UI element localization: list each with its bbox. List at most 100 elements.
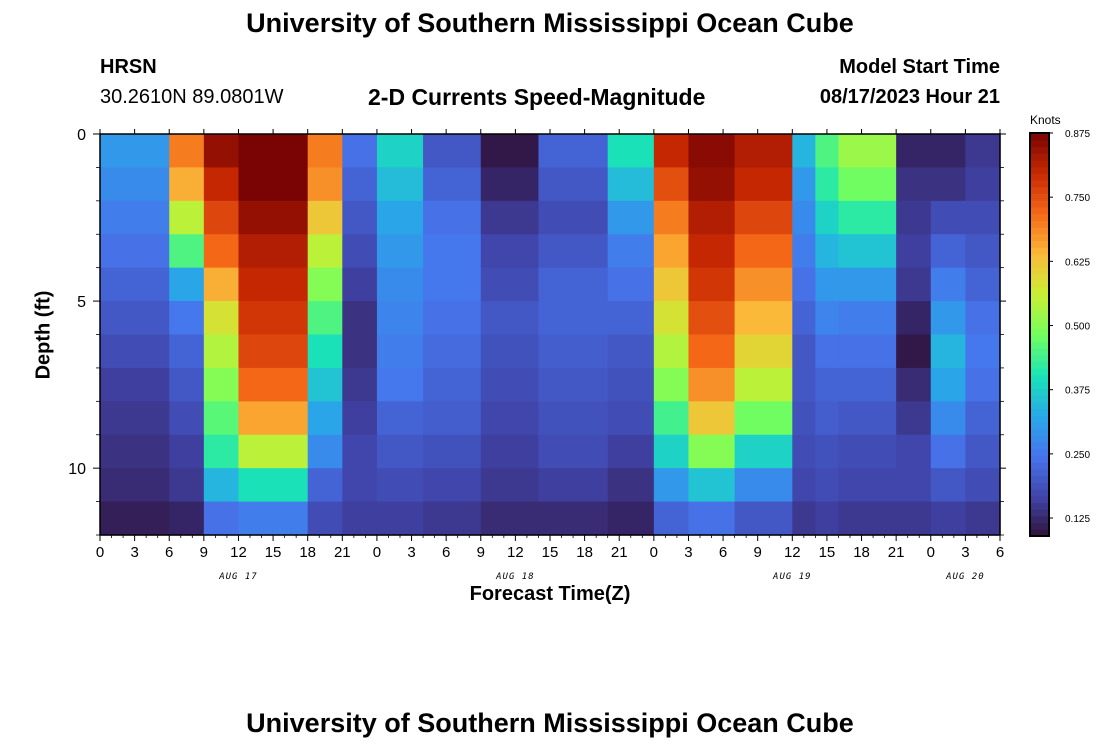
heatmap-cell <box>607 167 655 202</box>
x-tick-label: 0 <box>650 544 658 561</box>
heatmap-cell <box>653 200 690 235</box>
heatmap-cell <box>307 234 343 269</box>
heatmap-cell <box>203 267 240 302</box>
x-tick-label: 12 <box>230 544 247 561</box>
heatmap-cell <box>169 301 205 336</box>
date-label: AUG 17 <box>218 572 258 582</box>
colorbar-frame <box>1029 132 1050 537</box>
heatmap-cell <box>100 434 170 469</box>
heatmap-cell <box>480 301 540 336</box>
heatmap-cell <box>238 334 309 369</box>
heatmap-cell <box>169 501 205 536</box>
heatmap-cell <box>896 167 932 202</box>
heatmap-cell <box>203 234 240 269</box>
heatmap-cell <box>538 401 609 436</box>
colorbar-segment <box>1030 280 1049 289</box>
colorbar-segment <box>1030 347 1049 356</box>
heatmap-cell <box>480 401 540 436</box>
heatmap-cell <box>538 367 609 402</box>
heatmap-cell <box>896 134 932 169</box>
heatmap-cell <box>838 501 897 536</box>
colorbar-segment <box>1030 227 1049 235</box>
colorbar-segment <box>1030 529 1049 537</box>
heatmap-cell <box>653 234 690 269</box>
heatmap-cell <box>653 501 690 536</box>
colorbar-segment <box>1030 341 1049 349</box>
heatmap-cell <box>169 234 205 269</box>
colorbar-segment <box>1030 435 1049 443</box>
heatmap-chart: 0 3 6 9 12 15 18 21 0 3 6 9 12 15 18 21 0 3 6 9 12 15 18 21 0 3 6 A… <box>68 127 1090 582</box>
heatmap-cell <box>838 167 897 202</box>
heatmap-cell <box>965 267 1001 302</box>
heatmap-cell <box>838 200 897 235</box>
heatmap-cell <box>965 501 1001 536</box>
heatmap-cell <box>480 134 540 169</box>
colorbar-segment <box>1030 462 1049 470</box>
x-tick-label: 6 <box>996 544 1004 561</box>
heatmap-cell <box>607 401 655 436</box>
heatmap-cell <box>238 468 309 503</box>
heatmap-cell <box>480 367 540 402</box>
heatmap-cell <box>930 200 966 235</box>
heatmap-cell <box>342 401 378 436</box>
x-tick-label: 15 <box>542 544 559 561</box>
heatmap-cell <box>930 434 966 469</box>
heatmap-cell <box>815 334 840 369</box>
heatmap-cell <box>965 234 1001 269</box>
colorbar-segment <box>1030 374 1049 383</box>
heatmap-cell <box>203 334 240 369</box>
model-start-label: Model Start Time <box>839 56 1000 78</box>
colorbar-segment <box>1030 408 1049 416</box>
heatmap-cell <box>376 234 424 269</box>
heatmap-cell <box>965 434 1001 469</box>
heatmap-cell <box>238 234 309 269</box>
x-tick-label: 18 <box>853 544 870 561</box>
heatmap-cell <box>792 434 816 469</box>
date-label: AUG 18 <box>495 572 535 582</box>
heatmap-cell <box>423 434 482 469</box>
heatmap-cell <box>815 501 840 536</box>
heatmap-cell <box>342 367 378 402</box>
heatmap-cell <box>792 301 816 336</box>
heatmap-cell <box>342 334 378 369</box>
chart-subtitle: 2-D Currents Speed-Magnitude <box>368 84 706 110</box>
colorbar-segment <box>1030 522 1049 530</box>
heatmap-cell <box>688 134 736 169</box>
heatmap-cell <box>342 267 378 302</box>
colorbar-tick-label: 0.875 <box>1065 129 1090 140</box>
heatmap-cell <box>169 334 205 369</box>
heatmap-cell <box>792 501 816 536</box>
heatmap-cell <box>896 501 932 536</box>
colorbar-segment <box>1030 233 1049 242</box>
colorbar-tick-label: 0.625 <box>1065 257 1090 268</box>
heatmap-cell <box>423 334 482 369</box>
heatmap-cell <box>169 468 205 503</box>
heatmap-cell <box>838 401 897 436</box>
heatmap-cell <box>930 234 966 269</box>
colorbar-tick-label: 0.375 <box>1065 386 1090 397</box>
heatmap-cell <box>376 200 424 235</box>
heatmap-cell <box>607 501 655 536</box>
heatmap-cell <box>423 267 482 302</box>
heatmap-cell <box>896 234 932 269</box>
colorbar-segment <box>1030 200 1049 208</box>
colorbar-segment <box>1030 193 1049 201</box>
x-tick-label: 0 <box>96 544 104 561</box>
colorbar-segment <box>1030 401 1049 409</box>
heatmap-cell <box>100 401 170 436</box>
colorbar-segment <box>1030 247 1049 255</box>
heatmap-cell <box>342 468 378 503</box>
heatmap-cell <box>965 401 1001 436</box>
heatmap-cell <box>342 501 378 536</box>
colorbar-unit-label: Knots <box>1030 113 1061 127</box>
heatmap-cell <box>342 301 378 336</box>
heatmap-cell <box>480 501 540 536</box>
heatmap-cell <box>815 367 840 402</box>
heatmap-cell <box>480 334 540 369</box>
heatmap-cell <box>815 267 840 302</box>
heatmap-cell <box>653 367 690 402</box>
heatmap-cell <box>734 134 793 169</box>
heatmap-cell <box>734 167 793 202</box>
heatmap-cell <box>688 167 736 202</box>
heatmap-cell <box>688 367 736 402</box>
